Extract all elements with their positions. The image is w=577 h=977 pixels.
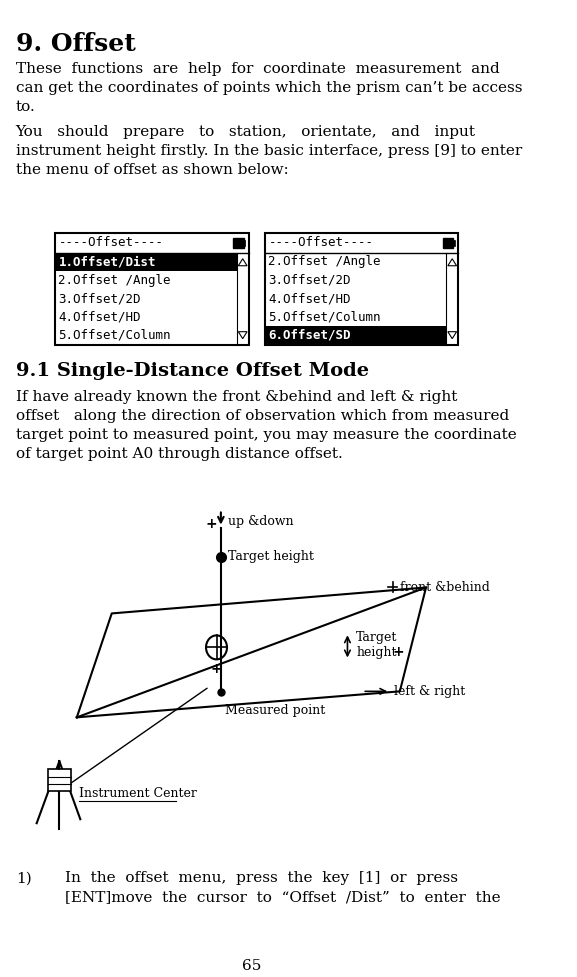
Text: 4.Offset/HD: 4.Offset/HD bbox=[268, 292, 350, 305]
Bar bbox=[264, 326, 446, 345]
Bar bbox=[48, 769, 71, 791]
Text: Target: Target bbox=[356, 631, 398, 644]
Text: [ENT]move  the  cursor  to  “Offset  /Dist”  to  enter  the: [ENT]move the cursor to “Offset /Dist” t… bbox=[65, 890, 501, 904]
Text: ----Offset----: ----Offset---- bbox=[59, 236, 164, 249]
Text: height: height bbox=[356, 646, 396, 658]
Text: In  the  offset  menu,  press  the  key  [1]  or  press: In the offset menu, press the key [1] or… bbox=[65, 871, 459, 885]
Bar bbox=[233, 237, 243, 248]
Text: 3.Offset/2D: 3.Offset/2D bbox=[268, 274, 350, 287]
Text: 1): 1) bbox=[16, 871, 32, 885]
Text: offset   along the direction of observation which from measured: offset along the direction of observatio… bbox=[16, 408, 509, 423]
Text: Measured point: Measured point bbox=[225, 704, 325, 717]
Text: 9. Offset: 9. Offset bbox=[16, 32, 136, 56]
Text: These  functions  are  help  for  coordinate  measurement  and: These functions are help for coordinate … bbox=[16, 62, 500, 76]
Bar bbox=[243, 239, 245, 246]
Text: 5.Offset/Column: 5.Offset/Column bbox=[268, 311, 380, 323]
Bar bbox=[453, 239, 455, 246]
Text: 6.Offset/SD: 6.Offset/SD bbox=[268, 329, 350, 342]
Bar bbox=[55, 233, 249, 345]
Text: +: + bbox=[205, 517, 217, 531]
Text: the menu of offset as shown below:: the menu of offset as shown below: bbox=[16, 163, 288, 177]
Bar bbox=[55, 253, 237, 272]
Text: You   should   prepare   to   station,   orientate,   and   input: You should prepare to station, orientate… bbox=[16, 125, 475, 139]
Text: to.: to. bbox=[16, 100, 35, 114]
Text: 2.Offset /Angle: 2.Offset /Angle bbox=[268, 255, 380, 269]
Text: If have already known the front &behind and left & right: If have already known the front &behind … bbox=[16, 390, 457, 404]
Text: ----Offset----: ----Offset---- bbox=[269, 236, 374, 249]
Text: of target point A0 through distance offset.: of target point A0 through distance offs… bbox=[16, 446, 343, 460]
Text: 65: 65 bbox=[242, 959, 261, 973]
Text: instrument height firstly. In the basic interface, press [9] to enter: instrument height firstly. In the basic … bbox=[16, 144, 522, 158]
Text: left & right: left & right bbox=[394, 685, 465, 698]
Text: 5.Offset/Column: 5.Offset/Column bbox=[58, 329, 171, 342]
Text: 4.Offset/HD: 4.Offset/HD bbox=[58, 311, 141, 323]
Text: +: + bbox=[393, 646, 404, 659]
Text: 2.Offset /Angle: 2.Offset /Angle bbox=[58, 274, 171, 287]
Text: front &behind: front &behind bbox=[400, 581, 490, 594]
Text: can get the coordinates of points which the prism can’t be access: can get the coordinates of points which … bbox=[16, 81, 522, 95]
Text: Instrument Center: Instrument Center bbox=[78, 787, 196, 800]
Text: +: + bbox=[211, 662, 222, 676]
Text: 9.1 Single-Distance Offset Mode: 9.1 Single-Distance Offset Mode bbox=[16, 361, 369, 380]
Text: target point to measured point, you may measure the coordinate: target point to measured point, you may … bbox=[16, 428, 516, 442]
Text: 1.Offset/Dist: 1.Offset/Dist bbox=[58, 255, 156, 269]
Bar bbox=[443, 237, 453, 248]
Text: Target height: Target height bbox=[228, 550, 314, 563]
Text: up &down: up &down bbox=[228, 515, 294, 528]
Bar bbox=[264, 233, 458, 345]
Text: 3.Offset/2D: 3.Offset/2D bbox=[58, 292, 141, 305]
